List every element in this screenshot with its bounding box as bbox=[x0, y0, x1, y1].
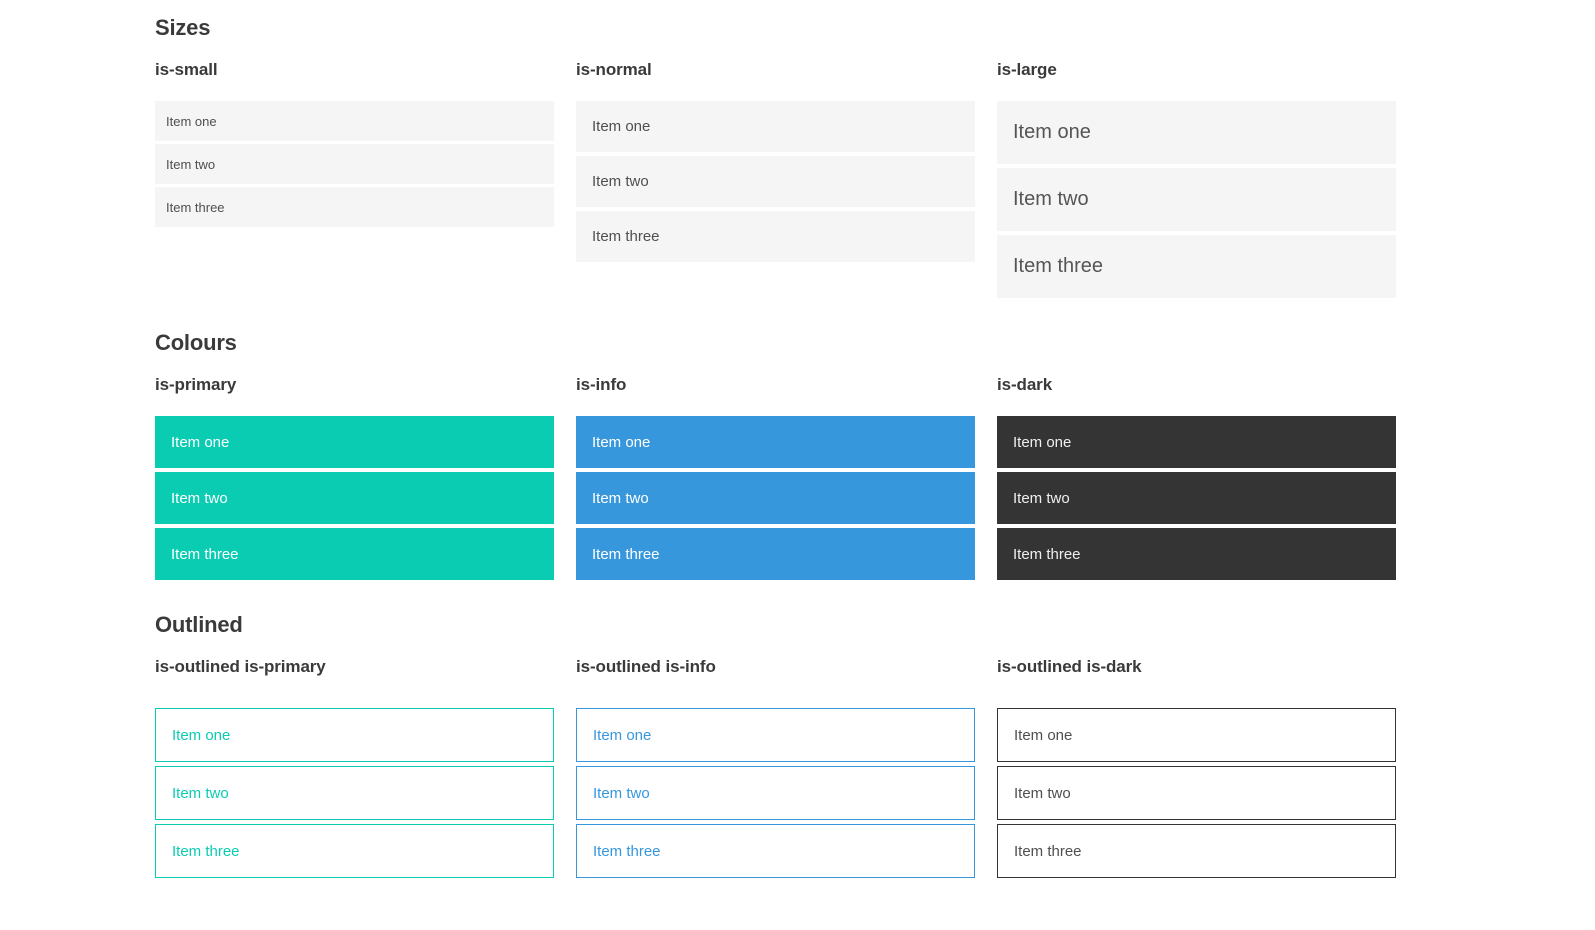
list-item[interactable]: Item one bbox=[997, 708, 1396, 762]
list-item[interactable]: Item one bbox=[155, 416, 554, 468]
item-list: Item one Item two Item three bbox=[155, 101, 554, 227]
list-item[interactable]: Item two bbox=[997, 766, 1396, 820]
variant-label: is-small bbox=[155, 60, 218, 79]
list-item[interactable]: Item three bbox=[997, 528, 1396, 580]
variant-label: is-outlined is-primary bbox=[155, 657, 326, 676]
section: Sizes is-small Item one Item two Item thre… bbox=[155, 15, 1396, 302]
list-item[interactable]: Item one bbox=[576, 708, 975, 762]
variant-label: is-normal bbox=[576, 60, 652, 79]
list-item[interactable]: Item one bbox=[576, 101, 975, 152]
item-list: Item one Item two Item three bbox=[997, 708, 1396, 878]
list-item[interactable]: Item three bbox=[576, 528, 975, 580]
list-item[interactable]: Item three bbox=[155, 528, 554, 580]
item-list: Item one Item two Item three bbox=[155, 416, 554, 580]
section-title: Outlined bbox=[155, 612, 243, 637]
variant-label: is-large bbox=[997, 60, 1057, 79]
list-item[interactable]: Item two bbox=[576, 156, 975, 207]
variant-label: is-dark bbox=[997, 375, 1053, 394]
item-list: Item one Item two Item three bbox=[997, 101, 1396, 298]
item-list: Item one Item two Item three bbox=[576, 101, 975, 262]
variant-label: is-outlined is-dark bbox=[997, 657, 1142, 676]
list-item[interactable]: Item two bbox=[997, 472, 1396, 524]
item-list: Item one Item two Item three bbox=[576, 416, 975, 580]
item-list: Item one Item two Item three bbox=[155, 708, 554, 878]
list-item[interactable]: Item three bbox=[155, 187, 554, 227]
section-title: Colours bbox=[155, 330, 237, 355]
list-item[interactable]: Item one bbox=[155, 101, 554, 141]
section: Colours is-primary Item one Item two Item … bbox=[155, 330, 1396, 584]
list-item[interactable]: Item two bbox=[155, 144, 554, 184]
list-item[interactable]: Item one bbox=[576, 416, 975, 468]
variant-group: is-primary Item one Item two Item three bbox=[155, 375, 554, 584]
variant-group: is-info Item one Item two Item three bbox=[576, 375, 975, 584]
variant-group: is-small Item one Item two Item three bbox=[155, 60, 554, 302]
section-grid: is-small Item one Item two Item three is-n… bbox=[155, 60, 1396, 302]
section: Outlined is-outlined is-primary Item one… bbox=[155, 612, 1396, 882]
list-item[interactable]: Item three bbox=[997, 824, 1396, 878]
variant-group: is-normal Item one Item two Item three bbox=[576, 60, 975, 302]
variant-label: is-primary bbox=[155, 375, 237, 394]
list-item[interactable]: Item three bbox=[576, 211, 975, 262]
variant-label: is-outlined is-info bbox=[576, 657, 716, 676]
list-item[interactable]: Item two bbox=[155, 766, 554, 820]
list-item[interactable]: Item three bbox=[576, 824, 975, 878]
list-item[interactable]: Item one bbox=[997, 101, 1396, 164]
list-item[interactable]: Item three bbox=[997, 235, 1396, 298]
list-item[interactable]: Item two bbox=[997, 168, 1396, 231]
list-item[interactable]: Item two bbox=[576, 472, 975, 524]
section-title: Sizes bbox=[155, 15, 211, 40]
section-grid: is-primary Item one Item two Item three is… bbox=[155, 375, 1396, 584]
variant-label: is-info bbox=[576, 375, 627, 394]
list-item[interactable]: Item three bbox=[155, 824, 554, 878]
item-list: Item one Item two Item three bbox=[576, 708, 975, 878]
list-item[interactable]: Item one bbox=[997, 416, 1396, 468]
list-item[interactable]: Item two bbox=[576, 766, 975, 820]
variant-group: is-outlined is-primary Item one Item two I… bbox=[155, 657, 554, 882]
variant-group: is-dark Item one Item two Item three bbox=[997, 375, 1396, 584]
list-item[interactable]: Item one bbox=[155, 708, 554, 762]
section-grid: is-outlined is-primary Item one Item two I… bbox=[155, 657, 1396, 882]
item-list: Item one Item two Item three bbox=[997, 416, 1396, 580]
variant-group: is-outlined is-dark Item one Item two Item… bbox=[997, 657, 1396, 882]
list-item[interactable]: Item two bbox=[155, 472, 554, 524]
variant-group: is-large Item one Item two Item three bbox=[997, 60, 1396, 302]
variant-group: is-outlined is-info Item one Item two Item… bbox=[576, 657, 975, 882]
